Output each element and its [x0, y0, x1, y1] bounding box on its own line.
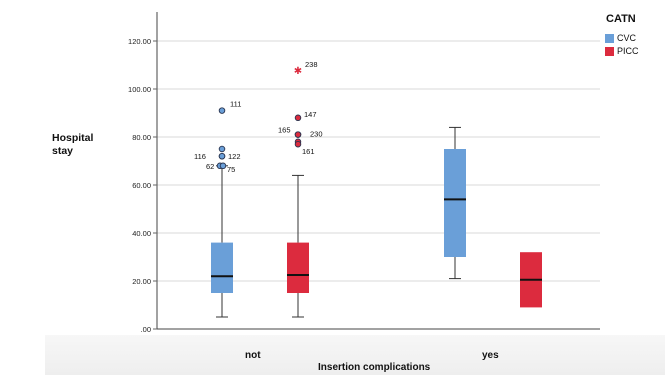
x-category-yes: yes [482, 350, 499, 361]
outlier-cvc-not [218, 152, 226, 160]
x-axis-title: Insertion complications [318, 362, 431, 373]
outlier-label-116: 116 [194, 152, 206, 161]
y-tick-label: 40.00 [132, 229, 151, 238]
outlier-picc-not [294, 114, 302, 122]
y-axis-label-text: Hospital stay [52, 132, 94, 157]
outlier-cvc-not [219, 162, 227, 170]
legend-item-picc: PICC [605, 46, 639, 56]
y-ticks: .00 20.00 40.00 60.00 80.00 100.00 120.00 [128, 37, 157, 334]
outlier-cvc-not [218, 145, 226, 153]
legend-label-picc: PICC [617, 46, 639, 56]
box-cvc-yes [444, 149, 466, 257]
legend-swatch-cvc [605, 33, 614, 43]
legend-title: CATN [606, 13, 636, 25]
outlier-star-picc-not: ✱ [294, 66, 302, 77]
x-category-not: not [245, 350, 261, 361]
outlier-label-230: 230 [310, 130, 323, 139]
legend-swatch-picc [605, 46, 614, 56]
y-tick-label: 100.00 [128, 85, 151, 94]
y-tick-label: 60.00 [132, 181, 151, 190]
y-tick-label: .00 [141, 325, 151, 334]
y-tick-label: 120.00 [128, 37, 151, 46]
outlier-cvc-not [218, 107, 226, 114]
legend-item-cvc: CVC [605, 33, 636, 43]
y-tick-label: 80.00 [132, 133, 151, 142]
outlier-label-147: 147 [304, 110, 317, 119]
outlier-label-122: 122 [228, 152, 241, 161]
box-picc-not [287, 242, 309, 293]
y-axis-label: Hospital stay [52, 132, 112, 158]
bottom-band [45, 335, 665, 375]
outlier-picc-not [294, 140, 302, 148]
outlier-picc-not [294, 131, 302, 138]
outlier-label-75: 75 [227, 165, 235, 174]
y-tick-label: 20.00 [132, 277, 151, 286]
outlier-label-62: 62 [206, 162, 214, 171]
outlier-label-165: 165 [278, 126, 291, 135]
outliers: 111 116 122 62 75 ✱238 147 165 230 161 [194, 60, 323, 174]
box-cvc-not [211, 242, 233, 293]
outlier-label-111: 111 [230, 100, 241, 109]
outlier-label-161: 161 [302, 147, 315, 156]
axes [156, 12, 600, 330]
outlier-label-238: 238 [305, 60, 318, 69]
legend-label-cvc: CVC [617, 33, 637, 43]
